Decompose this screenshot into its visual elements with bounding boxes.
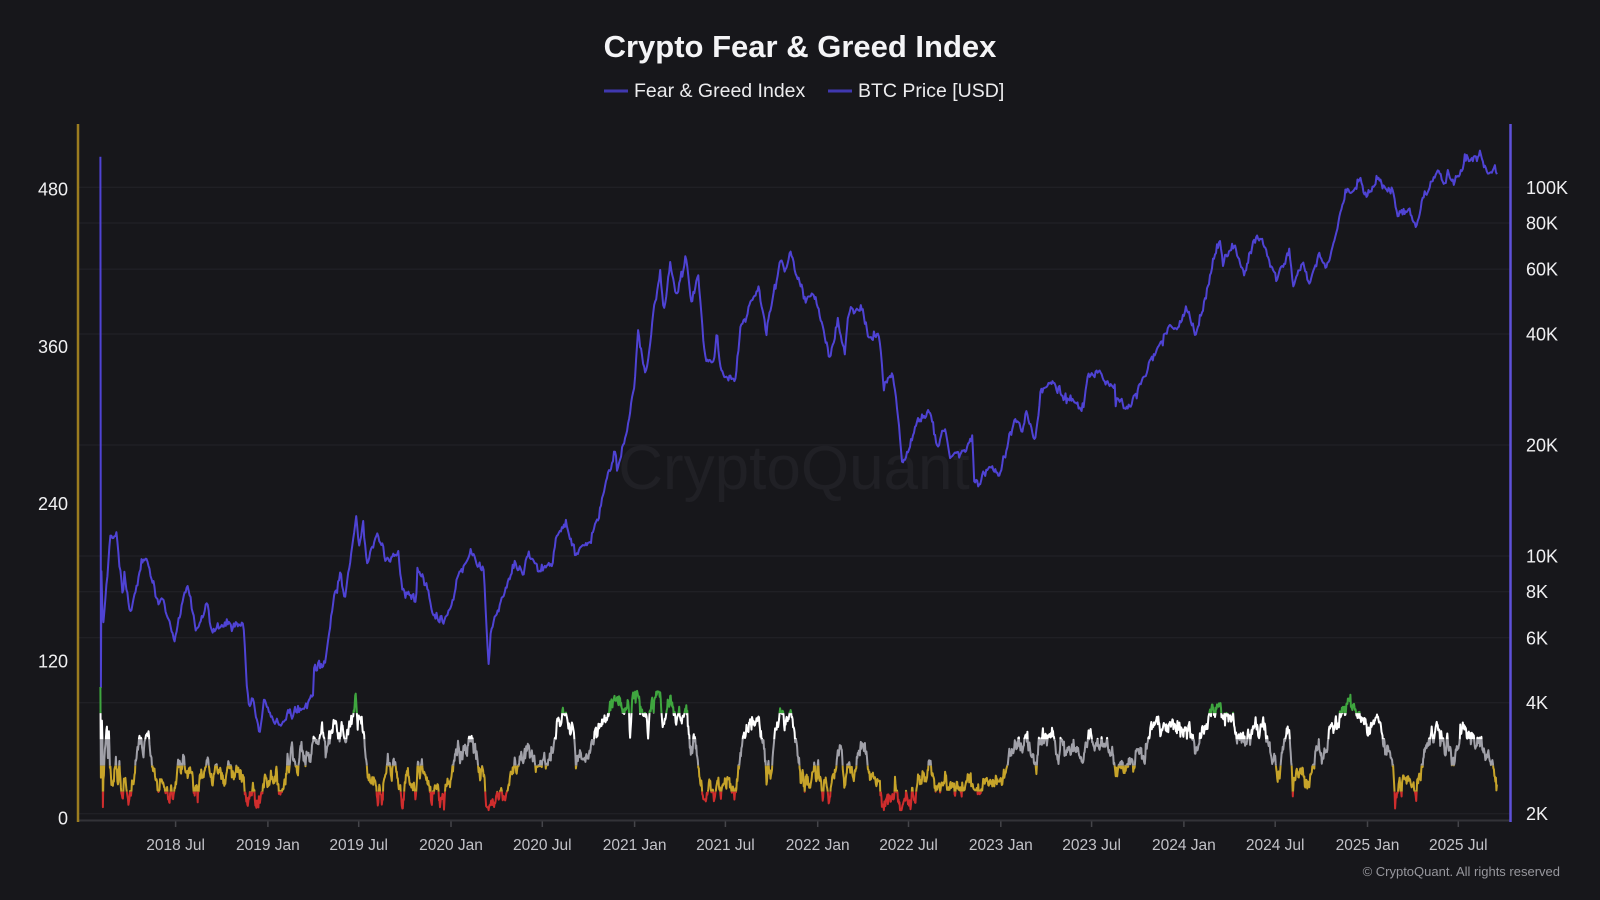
svg-text:2020 Jan: 2020 Jan: [419, 837, 483, 854]
svg-text:2025 Jan: 2025 Jan: [1336, 837, 1400, 854]
svg-text:BTC Price [USD]: BTC Price [USD]: [858, 80, 1004, 102]
svg-text:120: 120: [38, 651, 68, 671]
svg-text:8K: 8K: [1526, 582, 1548, 602]
svg-text:480: 480: [38, 180, 68, 200]
svg-text:6K: 6K: [1526, 628, 1548, 648]
svg-text:2019 Jan: 2019 Jan: [236, 837, 300, 854]
svg-text:80K: 80K: [1526, 214, 1558, 234]
svg-text:2025 Jul: 2025 Jul: [1429, 837, 1488, 854]
svg-text:© CryptoQuant. All rights rese: © CryptoQuant. All rights reserved: [1363, 864, 1560, 879]
svg-text:2022 Jan: 2022 Jan: [786, 837, 850, 854]
svg-text:2022 Jul: 2022 Jul: [879, 837, 938, 854]
svg-text:20K: 20K: [1526, 436, 1558, 456]
svg-text:2K: 2K: [1526, 804, 1548, 824]
svg-text:2021 Jul: 2021 Jul: [696, 837, 755, 854]
svg-text:2024 Jan: 2024 Jan: [1152, 837, 1216, 854]
svg-text:2021 Jan: 2021 Jan: [603, 837, 667, 854]
svg-text:2019 Jul: 2019 Jul: [329, 837, 388, 854]
svg-text:0: 0: [58, 809, 68, 829]
svg-text:40K: 40K: [1526, 325, 1558, 345]
svg-text:2018 Jul: 2018 Jul: [146, 837, 205, 854]
svg-text:CryptoQuant: CryptoQuant: [618, 434, 970, 503]
svg-text:Fear & Greed Index: Fear & Greed Index: [634, 80, 806, 102]
svg-text:360: 360: [38, 337, 68, 357]
svg-text:Crypto Fear & Greed Index: Crypto Fear & Greed Index: [604, 29, 998, 64]
svg-text:4K: 4K: [1526, 693, 1548, 713]
svg-text:2024 Jul: 2024 Jul: [1246, 837, 1305, 854]
svg-text:60K: 60K: [1526, 260, 1558, 280]
svg-text:10K: 10K: [1526, 547, 1558, 567]
svg-text:2023 Jan: 2023 Jan: [969, 837, 1033, 854]
svg-text:2023 Jul: 2023 Jul: [1062, 837, 1121, 854]
svg-text:240: 240: [38, 494, 68, 514]
svg-text:2020 Jul: 2020 Jul: [513, 837, 572, 854]
svg-text:100K: 100K: [1526, 178, 1568, 198]
